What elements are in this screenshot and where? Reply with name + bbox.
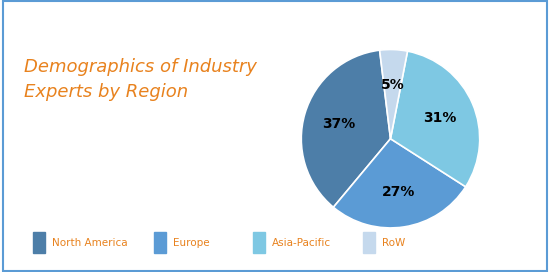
Text: 27%: 27% — [382, 185, 415, 199]
Bar — [363, 232, 375, 253]
Bar — [253, 232, 265, 253]
Text: North America: North America — [52, 238, 127, 248]
Text: RoW: RoW — [382, 238, 405, 248]
Text: Europe: Europe — [173, 238, 210, 248]
Wedge shape — [301, 50, 390, 207]
Wedge shape — [390, 51, 480, 187]
Text: 37%: 37% — [322, 117, 356, 131]
Bar — [33, 232, 45, 253]
Text: 5%: 5% — [381, 78, 404, 92]
Wedge shape — [333, 139, 466, 228]
Wedge shape — [379, 50, 408, 139]
Bar — [154, 232, 166, 253]
Text: Asia-Pacific: Asia-Pacific — [272, 238, 331, 248]
Text: 31%: 31% — [423, 111, 456, 125]
Text: Demographics of Industry
Experts by Region: Demographics of Industry Experts by Regi… — [24, 58, 257, 101]
